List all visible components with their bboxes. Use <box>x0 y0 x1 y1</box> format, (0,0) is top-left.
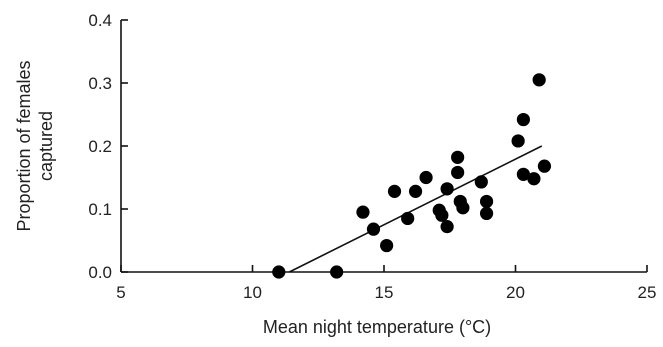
data-point <box>527 172 541 186</box>
data-point <box>456 201 470 215</box>
data-point <box>479 206 494 221</box>
axes: 0.0 0.1 0.2 0.3 0.4 5 10 15 20 25 <box>88 11 656 302</box>
regression-line <box>288 145 543 273</box>
data-point <box>516 112 530 127</box>
y-axis-title-line: captured <box>36 111 56 181</box>
data-point <box>272 265 286 279</box>
data-point <box>532 73 546 87</box>
data-points <box>272 73 552 279</box>
data-point <box>408 184 423 198</box>
data-point <box>387 184 402 198</box>
data-point <box>451 165 465 180</box>
x-tick-label: 15 <box>375 283 394 302</box>
data-point <box>511 134 525 148</box>
data-point <box>440 182 454 196</box>
data-point <box>356 205 370 219</box>
x-axis-title: Mean night temperature (°C) <box>263 317 491 337</box>
x-tick-label: 5 <box>116 283 125 302</box>
y-tick-label: 0.1 <box>88 200 112 219</box>
x-tick-label: 10 <box>243 283 262 302</box>
data-point <box>366 222 381 236</box>
data-point <box>451 150 465 164</box>
data-point <box>440 220 454 234</box>
x-tick-label: 20 <box>506 283 525 302</box>
x-tick-label: 25 <box>638 283 657 302</box>
axis-labels: Mean night temperature (°C) Proportion of… <box>14 60 491 337</box>
y-tick-label: 0.2 <box>88 137 112 156</box>
y-axis-title: Proportion of females captured <box>14 60 56 231</box>
fit-line-group <box>288 145 543 273</box>
y-tick-label: 0.4 <box>88 11 112 30</box>
data-point <box>401 211 415 226</box>
data-point <box>537 159 552 173</box>
y-tick-label: 0.0 <box>88 263 112 282</box>
data-point <box>419 170 433 185</box>
data-point <box>435 208 449 222</box>
data-point <box>516 167 530 181</box>
data-point <box>474 175 488 189</box>
data-point <box>479 194 494 209</box>
y-axis-title-line: Proportion of females <box>14 60 34 231</box>
data-point <box>380 238 394 253</box>
data-point <box>330 265 344 279</box>
y-tick-label: 0.3 <box>88 74 112 93</box>
